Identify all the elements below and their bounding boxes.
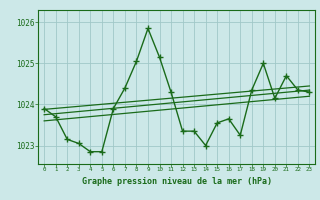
X-axis label: Graphe pression niveau de la mer (hPa): Graphe pression niveau de la mer (hPa): [82, 177, 272, 186]
